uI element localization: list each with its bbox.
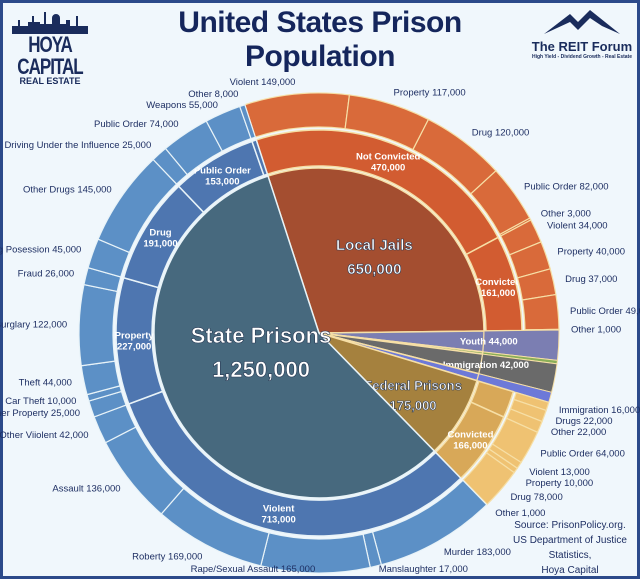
skyline-icon: [12, 12, 88, 34]
segment-label: Not Convicted 470,000: [356, 151, 421, 173]
outer-label: Drug 120,000: [472, 128, 530, 139]
source-line: Source: PrisonPolicy.org.: [514, 520, 626, 531]
outer-label: Public Order 64,000: [540, 448, 625, 459]
outer-label: Public Order 49,000: [570, 306, 640, 317]
segment-other: [251, 138, 269, 177]
page-title: United States Prison Population: [178, 6, 462, 73]
segment-label: Violent 713,000: [261, 504, 295, 526]
segment-label: Public Order 153,000: [194, 165, 251, 187]
outer-label: Burglary 122,000: [0, 320, 67, 331]
segment-label: Property 227,000: [115, 331, 155, 353]
reit-forum-logo: The REIT Forum High Yield - Dividend Gro…: [530, 8, 634, 60]
slice-value: 650,000: [347, 261, 401, 278]
mountain-icon: [544, 10, 620, 34]
outer-label: Driving Under the Influence 25,000: [4, 140, 151, 151]
outer-label: Property 10,000: [526, 478, 594, 489]
slice-title: Federal Prisons: [364, 378, 462, 393]
logo-tagline: High Yield - Dividend Growth - Real Esta…: [531, 54, 632, 60]
outer-label: Theft 44,000: [19, 378, 72, 389]
outer-label: Other 22,000: [551, 427, 606, 438]
outer-label: Property 117,000: [394, 87, 466, 98]
outer-segment: [239, 103, 257, 140]
outer-segment: [78, 283, 118, 367]
outer-label: Other Viiolent 42,000: [0, 430, 88, 441]
slice-value: 175,000: [390, 398, 437, 413]
hoya-capital-logo: HOYA CAPITAL REAL ESTATE: [8, 8, 92, 86]
outer-label: Assault 136,000: [52, 483, 120, 494]
outer-label: Other Property 25,000: [0, 408, 80, 419]
outer-label: Violent 13,000: [529, 467, 590, 478]
outer-label: Violent 34,000: [547, 221, 608, 232]
outer-label: Roberty 169,000: [132, 551, 202, 562]
outer-segment: [521, 293, 560, 331]
slice-title: State Prisons: [191, 323, 332, 348]
slice-title: Local Jails: [336, 237, 413, 254]
outer-label: Other 3,000: [541, 208, 591, 219]
outer-label: Drug Posession 45,000: [0, 244, 81, 255]
source-line: Hoya Capital: [541, 565, 599, 576]
slice-local-jails: [267, 167, 485, 334]
slice-label: Immigration 42,000: [443, 360, 529, 371]
outer-label: Public Order 74,000: [94, 119, 179, 130]
outer-label: Property 40,000: [557, 246, 625, 257]
outer-label: Drug 78,000: [510, 492, 562, 503]
outer-label: Immigration 16,000: [559, 405, 640, 416]
outer-label: Murder 183,000: [444, 547, 511, 558]
outer-label: Other 8,000: [188, 89, 238, 100]
outer-label: Weapons 55,000: [146, 100, 218, 111]
outer-label: Public Order 82,000: [524, 181, 609, 192]
outer-label: Manslaughter 17,000: [379, 564, 468, 575]
outer-label: Violent 149,000: [230, 77, 296, 88]
logo-name: HOYA CAPITAL: [17, 32, 83, 80]
segment-label: Convicted 166,000: [447, 429, 493, 451]
outer-label: Drugs 22,000: [555, 416, 612, 427]
slice-state-prisons: [153, 175, 436, 499]
slice-value: 1,250,000: [212, 357, 310, 382]
source-note: Source: PrisonPolicy.org. US Department …: [495, 518, 640, 578]
outer-label: Rape/Sexual Assault 165,000: [191, 564, 316, 575]
outer-label: Other Drugs 145,000: [23, 185, 112, 196]
slice-label: Youth 44,000: [460, 337, 518, 348]
outer-label: Car Theft 10,000: [5, 396, 76, 407]
outer-label: Drug 37,000: [565, 274, 617, 285]
source-line: US Department of Justice Statistics,: [513, 535, 627, 561]
logo-name: The REIT Forum: [531, 39, 633, 54]
logo-sub: REAL ESTATE: [19, 76, 81, 86]
outer-label: Other 1,000: [495, 508, 545, 519]
outer-label: Fraud 26,000: [18, 268, 75, 279]
outer-label: Other 1,000: [571, 325, 621, 336]
segment-label: Convicted 161,000: [475, 277, 521, 299]
segment-label: Drug 191,000: [143, 228, 177, 250]
